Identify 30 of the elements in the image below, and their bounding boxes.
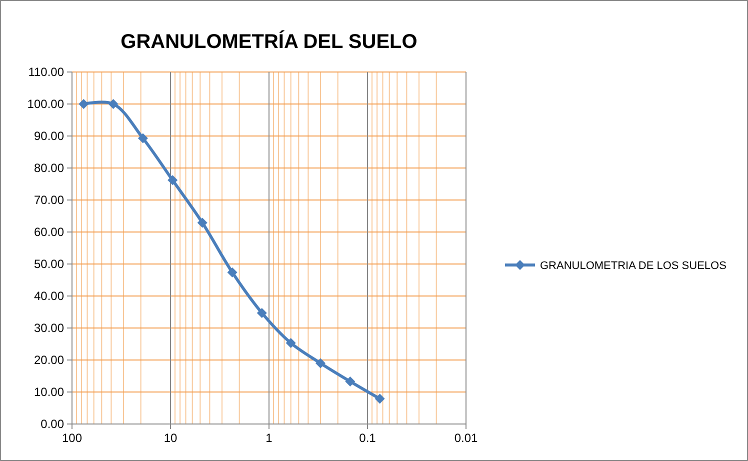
y-tick-label: 90.00 <box>34 129 64 143</box>
point <box>138 133 148 144</box>
x-tick-label: 0.01 <box>454 431 478 445</box>
x-tick-label: 10 <box>164 431 178 445</box>
chart-title: GRANULOMETRÍA DEL SUELO <box>120 30 418 53</box>
point <box>316 358 326 368</box>
point <box>78 99 89 109</box>
point <box>227 267 238 278</box>
point <box>197 218 208 228</box>
x-tick-label: 0.1 <box>359 431 376 445</box>
y-tick-label: 110.00 <box>28 65 64 79</box>
y-tick-label: 80.00 <box>34 161 64 175</box>
y-tick-label: 20.00 <box>34 353 64 367</box>
point <box>256 308 267 318</box>
y-tick-label: 30.00 <box>34 321 64 335</box>
point <box>345 376 356 386</box>
legend-label: GRANULOMETRIA DE LOS SUELOS <box>540 260 726 272</box>
y-tick-label: 100.00 <box>27 97 64 111</box>
point <box>374 394 385 404</box>
x-tick-label: 100 <box>62 431 82 445</box>
y-tick-label: 50.00 <box>34 257 64 271</box>
point <box>168 175 178 186</box>
y-tick-label: 40.00 <box>34 289 64 303</box>
x-tick-label: 1 <box>266 431 273 445</box>
y-tick-label: 60.00 <box>34 225 64 239</box>
point <box>286 338 296 348</box>
y-tick-label: 0.00 <box>40 417 64 431</box>
y-tick-label: 10.00 <box>34 385 64 399</box>
point <box>108 99 118 109</box>
y-tick-label: 70.00 <box>34 193 64 207</box>
